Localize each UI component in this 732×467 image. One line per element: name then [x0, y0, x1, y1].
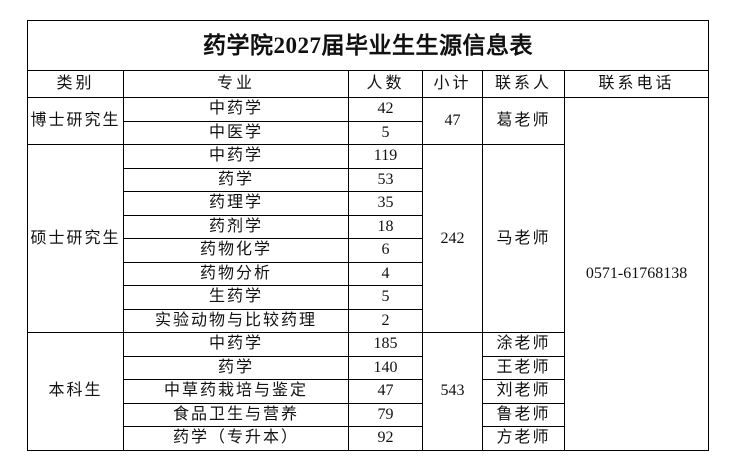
table-row: 食品卫生与营养 79 鲁老师 — [28, 402, 709, 427]
table-row: 实验动物与比较药理 2 — [28, 308, 709, 333]
graduate-info-table: 药学院2027届毕业生生源信息表 类别 专业 人数 小计 联系人 联系电话 博士… — [26, 20, 710, 451]
count-cell: 4 — [348, 261, 423, 286]
header-subtotal: 小计 — [422, 70, 483, 98]
table-row: 药剂学 18 — [28, 214, 709, 239]
count-cell: 5 — [348, 120, 423, 145]
major-cell: 中药学 — [123, 144, 349, 169]
header-major: 专业 — [123, 70, 349, 98]
table-row: 博士研究生 中药学 42 47 葛老师 0571-61768138 — [27, 97, 710, 451]
count-cell: 119 — [348, 144, 423, 169]
category-cell: 博士研究生 — [27, 97, 124, 145]
count-cell: 47 — [348, 379, 423, 404]
header-count: 人数 — [348, 70, 423, 98]
major-cell: 实验动物与比较药理 — [123, 308, 349, 333]
count-cell: 2 — [348, 308, 423, 333]
count-cell: 5 — [348, 285, 423, 310]
contact-cell: 马老师 — [482, 144, 565, 333]
subtotal-cell: 47 — [422, 97, 483, 145]
count-cell: 140 — [348, 355, 423, 380]
major-cell: 药学 — [123, 355, 349, 380]
table-row: 药学 140 王老师 — [28, 355, 709, 380]
table-row: 药理学 35 — [28, 191, 709, 216]
count-cell: 42 — [348, 97, 423, 122]
major-cell: 药学 — [123, 167, 349, 192]
header-contact: 联系人 — [482, 70, 565, 98]
count-cell: 53 — [348, 167, 423, 192]
count-cell: 18 — [348, 214, 423, 239]
table-row: 药学（专升本） 92 方老师 — [28, 426, 709, 451]
major-cell: 药物分析 — [123, 261, 349, 286]
header-phone: 联系电话 — [563, 70, 710, 98]
table-row: 药物分析 4 — [28, 261, 709, 286]
table-row: 生药学 5 — [28, 285, 709, 310]
header-row: 类别 专业 人数 小计 联系人 联系电话 — [27, 70, 710, 98]
contact-cell: 葛老师 — [482, 97, 565, 145]
major-cell: 生药学 — [123, 285, 349, 310]
major-cell: 药理学 — [123, 191, 349, 216]
contact-cell: 涂老师 — [482, 332, 565, 357]
subtotal-cell: 543 — [422, 332, 483, 451]
count-cell: 35 — [348, 191, 423, 216]
count-cell: 185 — [348, 332, 423, 357]
page-title: 药学院2027届毕业生生源信息表 — [26, 20, 710, 71]
contact-cell: 刘老师 — [482, 379, 565, 404]
major-cell: 中药学 — [123, 332, 349, 357]
table-row: 中医学 5 — [28, 120, 709, 145]
major-cell: 药剂学 — [123, 214, 349, 239]
count-cell: 92 — [348, 426, 423, 451]
major-cell: 中草药栽培与鉴定 — [123, 379, 349, 404]
category-cell: 本科生 — [27, 332, 124, 451]
phone-cell: 0571-61768138 — [563, 97, 710, 451]
major-cell: 中医学 — [123, 120, 349, 145]
major-cell: 药学（专升本） — [123, 426, 349, 451]
count-cell: 6 — [348, 238, 423, 263]
major-cell: 药物化学 — [123, 238, 349, 263]
contact-cell: 鲁老师 — [482, 402, 565, 427]
category-cell: 硕士研究生 — [27, 144, 124, 333]
major-cell: 中药学 — [123, 97, 349, 122]
subtotal-cell: 242 — [422, 144, 483, 333]
table-row: 硕士研究生 中药学 119 242 马老师 — [27, 144, 709, 333]
table-row: 药物化学 6 — [28, 238, 709, 263]
contact-cell: 方老师 — [482, 426, 565, 451]
header-category: 类别 — [27, 70, 124, 98]
contact-cell: 王老师 — [482, 355, 565, 380]
table-row: 药学 53 — [28, 167, 709, 192]
table-row: 中草药栽培与鉴定 47 刘老师 — [28, 379, 709, 404]
major-cell: 食品卫生与营养 — [123, 402, 349, 427]
count-cell: 79 — [348, 402, 423, 427]
